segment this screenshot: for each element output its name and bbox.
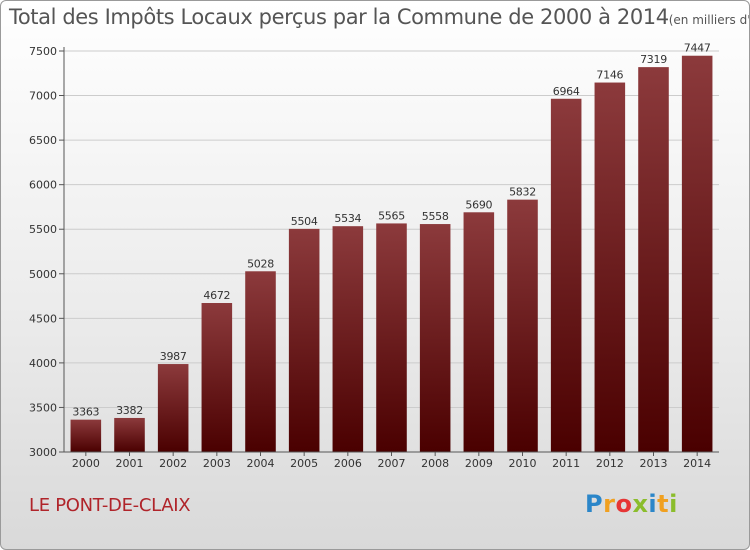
y-tick-label: 4000 <box>29 357 57 370</box>
bar-value-label: 6964 <box>553 85 580 98</box>
y-tick-label: 5500 <box>29 223 57 236</box>
x-tick-label: 2010 <box>509 457 537 470</box>
bar-value-label: 5558 <box>422 210 449 223</box>
commune-name: LE PONT-DE-CLAIX <box>29 495 191 516</box>
chart-unit: (en milliers d'€) <box>668 13 750 27</box>
bar <box>201 303 233 452</box>
x-tick-label: 2014 <box>683 457 711 470</box>
bar <box>288 228 320 452</box>
bar-value-label: 3363 <box>72 406 99 419</box>
proxiti-logo[interactable]: Proxiti <box>585 490 678 518</box>
bar <box>376 223 407 452</box>
x-tick-label: 2005 <box>290 457 318 470</box>
bar <box>463 212 495 452</box>
bar-value-label: 7319 <box>640 53 667 66</box>
bar <box>638 67 669 452</box>
x-tick-label: 2006 <box>334 457 362 470</box>
x-tick-label: 2007 <box>378 457 406 470</box>
bar <box>507 199 538 452</box>
logo-letter: i <box>648 490 658 518</box>
x-tick-label: 2001 <box>116 457 144 470</box>
bar-value-label: 5832 <box>509 186 536 199</box>
bar-value-label: 5534 <box>334 212 361 225</box>
logo-letter: P <box>585 490 604 518</box>
bar-value-label: 7146 <box>596 69 623 82</box>
bar-value-label: 3987 <box>160 350 187 363</box>
x-tick-label: 2011 <box>552 457 580 470</box>
x-tick-label: 2013 <box>640 457 668 470</box>
bar <box>245 271 276 452</box>
bar-value-label: 7447 <box>684 42 711 55</box>
y-tick-label: 3000 <box>29 446 57 459</box>
bar <box>550 98 582 453</box>
bar-value-label: 5690 <box>465 198 492 211</box>
bar <box>114 417 145 452</box>
x-tick-label: 2002 <box>159 457 187 470</box>
bar-value-label: 3382 <box>116 404 143 417</box>
y-tick-label: 4500 <box>29 312 57 325</box>
y-tick-label: 3500 <box>29 401 57 414</box>
bar <box>594 82 626 452</box>
y-tick-label: 7000 <box>29 90 57 103</box>
bar <box>419 224 451 452</box>
y-tick-label: 6000 <box>29 179 57 192</box>
y-tick-label: 7500 <box>29 45 57 58</box>
bar <box>70 419 102 452</box>
x-tick-label: 2008 <box>421 457 449 470</box>
bar <box>157 364 189 452</box>
x-tick-label: 2004 <box>247 457 275 470</box>
bar <box>332 226 364 452</box>
bar <box>681 55 713 452</box>
x-tick-label: 2000 <box>72 457 100 470</box>
logo-letter: i <box>669 490 678 518</box>
bar-value-label: 5504 <box>291 215 318 228</box>
x-tick-label: 2009 <box>465 457 493 470</box>
logo-letter: r <box>603 490 616 518</box>
chart-title: Total des Impôts Locaux perçus par la Co… <box>9 5 750 29</box>
chart-title-text: Total des Impôts Locaux perçus par la Co… <box>9 5 669 29</box>
x-tick-label: 2003 <box>203 457 231 470</box>
logo-letter: x <box>632 490 649 518</box>
logo-letter: t <box>657 490 670 518</box>
x-tick-label: 2012 <box>596 457 624 470</box>
logo-letter: o <box>615 490 633 518</box>
bar-value-label: 5028 <box>247 257 274 270</box>
y-tick-label: 5000 <box>29 268 57 281</box>
bar-value-label: 4672 <box>203 289 230 302</box>
y-tick-label: 6500 <box>29 134 57 147</box>
bar-value-label: 5565 <box>378 209 405 222</box>
